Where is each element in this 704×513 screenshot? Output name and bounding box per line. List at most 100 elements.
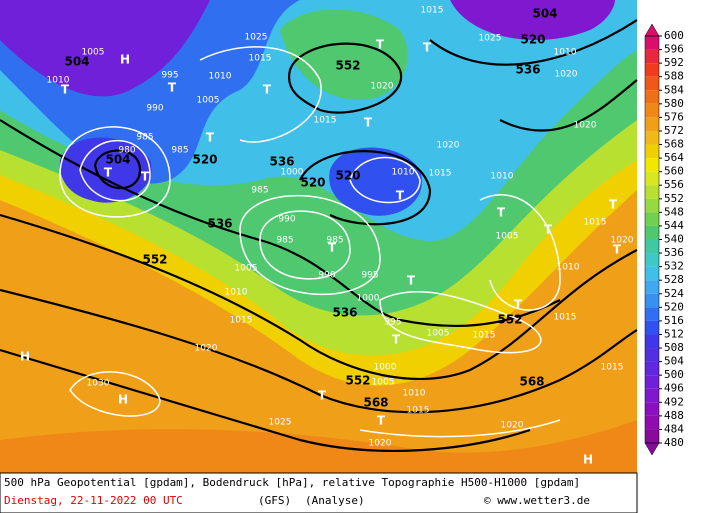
colorbar-label: 484 bbox=[664, 422, 684, 435]
field-purple bbox=[0, 0, 210, 97]
pressure-label: 1020 bbox=[501, 421, 524, 431]
colorbar-label: 532 bbox=[664, 260, 684, 273]
low-marker: T bbox=[168, 81, 177, 95]
pressure-label: 1025 bbox=[479, 34, 502, 44]
pressure-label: 1020 bbox=[369, 439, 392, 449]
low-marker: T bbox=[544, 223, 553, 237]
low-marker: T bbox=[206, 131, 215, 145]
high-marker: H bbox=[20, 350, 30, 364]
pressure-label: 1015 bbox=[429, 169, 452, 179]
pressure-label: 1010 bbox=[491, 172, 514, 182]
colorbar-label: 524 bbox=[664, 287, 684, 300]
pressure-label: 1005 bbox=[235, 264, 258, 274]
pressure-label: 995 bbox=[161, 71, 178, 81]
colorbar-label: 488 bbox=[664, 409, 684, 422]
pressure-label: 985 bbox=[251, 186, 268, 196]
colorbar-label: 600 bbox=[664, 29, 684, 42]
pressure-label: 1010 bbox=[554, 48, 577, 58]
color-band bbox=[645, 90, 659, 104]
colorbar-label: 552 bbox=[664, 192, 684, 205]
colorbar-label: 528 bbox=[664, 273, 684, 286]
low-marker: T bbox=[377, 414, 386, 428]
pressure-label: 985 bbox=[171, 146, 188, 156]
color-band bbox=[645, 212, 659, 226]
geopotential-label: 536 bbox=[207, 217, 232, 231]
low-marker: T bbox=[318, 389, 327, 403]
low-marker: T bbox=[396, 189, 405, 203]
pressure-label: 1005 bbox=[197, 96, 220, 106]
geopotential-label: 552 bbox=[497, 313, 522, 327]
colorbar-label: 504 bbox=[664, 355, 684, 368]
color-band bbox=[645, 415, 659, 430]
footer-box bbox=[0, 472, 638, 513]
pressure-label: 1020 bbox=[611, 236, 634, 246]
geopotential-label: 536 bbox=[332, 306, 357, 320]
geopotential-contours bbox=[0, 19, 638, 452]
colorbar-label: 508 bbox=[664, 341, 684, 354]
geopotential-label: 520 bbox=[335, 169, 360, 183]
colorbar-label: 500 bbox=[664, 368, 684, 381]
pressure-label: 1010 bbox=[225, 288, 248, 298]
colorbar-label: 580 bbox=[664, 97, 684, 110]
color-band bbox=[645, 402, 659, 416]
high-marker: H bbox=[120, 53, 130, 67]
pressure-label: 1020 bbox=[195, 344, 218, 354]
pressure-label: 1005 bbox=[82, 48, 105, 58]
colorbar-label: 588 bbox=[664, 70, 684, 83]
pressure-label: 1015 bbox=[473, 331, 496, 341]
geopotential-label: 536 bbox=[269, 155, 294, 169]
color-band bbox=[645, 130, 659, 145]
geopotential-label: 536 bbox=[515, 63, 540, 77]
pressure-label: 990 bbox=[146, 104, 163, 114]
pressure-label: 1015 bbox=[407, 406, 430, 416]
color-band bbox=[645, 334, 659, 349]
color-band bbox=[645, 49, 659, 64]
color-band bbox=[645, 239, 659, 254]
colorbar: 6005965925885845805765725685645605565525… bbox=[644, 23, 684, 456]
color-band bbox=[645, 76, 659, 91]
low-marker: T bbox=[376, 38, 385, 52]
footer-model: (GFS) bbox=[258, 494, 291, 507]
pressure-label: 1005 bbox=[372, 378, 395, 388]
color-band bbox=[645, 253, 659, 267]
footer-analysis: (Analyse) bbox=[305, 494, 365, 507]
colorbar-label: 584 bbox=[664, 83, 684, 96]
colorbar-label: 480 bbox=[664, 436, 684, 449]
pressure-label: 995 bbox=[384, 318, 401, 328]
pressure-label: 1020 bbox=[371, 82, 394, 92]
geopotential-label: 568 bbox=[519, 375, 544, 389]
pressure-label: 985 bbox=[136, 133, 153, 143]
geopotential-label: 552 bbox=[335, 59, 360, 73]
pressure-label: 1025 bbox=[269, 418, 292, 428]
footer-date: Dienstag, 22-11-2022 00 UTC bbox=[4, 494, 183, 507]
low-marker: T bbox=[104, 166, 113, 180]
pressure-label: 1015 bbox=[601, 363, 624, 373]
field-purple-ne bbox=[450, 0, 615, 40]
color-band bbox=[645, 307, 659, 321]
pressure-label: 990 bbox=[278, 215, 295, 225]
colorbar-label: 512 bbox=[664, 327, 684, 340]
pressure-label: 1005 bbox=[427, 329, 450, 339]
pressure-label: 1020 bbox=[437, 141, 460, 151]
low-marker: T bbox=[613, 243, 622, 257]
color-band bbox=[645, 198, 659, 213]
pressure-label: 1015 bbox=[421, 6, 444, 16]
pressure-label: 1000 bbox=[357, 294, 380, 304]
pressure-label: 1010 bbox=[209, 72, 232, 82]
color-band bbox=[645, 225, 659, 240]
geopotential-label: 520 bbox=[192, 153, 217, 167]
pressure-label: 1010 bbox=[403, 389, 426, 399]
pressure-label: 1020 bbox=[574, 121, 597, 131]
colorbar-label: 544 bbox=[664, 219, 684, 232]
pressure-label: 1025 bbox=[245, 33, 268, 43]
low-marker: T bbox=[364, 116, 373, 130]
low-marker: T bbox=[407, 274, 416, 288]
geopotential-label: 552 bbox=[142, 253, 167, 267]
color-band bbox=[645, 144, 659, 159]
pressure-label: 1015 bbox=[249, 54, 272, 64]
pressure-label: 1015 bbox=[584, 218, 607, 228]
pressure-label: 1010 bbox=[47, 76, 70, 86]
